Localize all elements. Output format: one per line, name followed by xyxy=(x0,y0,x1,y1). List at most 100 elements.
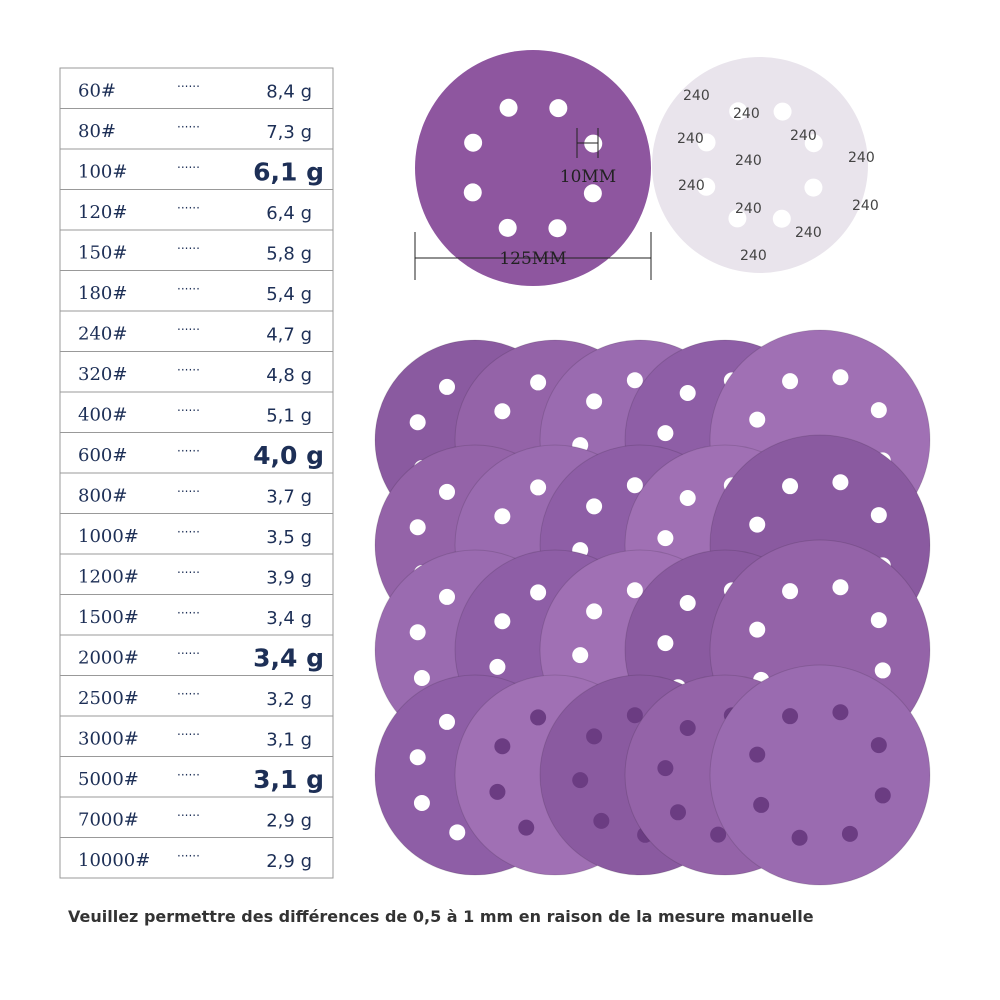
hole xyxy=(874,787,891,804)
hole xyxy=(773,102,792,121)
hole xyxy=(749,411,766,428)
hole xyxy=(841,825,858,842)
hole xyxy=(530,374,547,391)
back-print: 240 xyxy=(678,178,705,194)
grit: 2000# xyxy=(78,647,139,668)
weight: 3,9 g xyxy=(266,567,312,588)
dots: ······ xyxy=(177,363,200,377)
hole xyxy=(782,708,799,725)
hole xyxy=(657,760,674,777)
grit: 400# xyxy=(78,404,127,425)
hole xyxy=(710,826,727,843)
hole xyxy=(572,647,589,664)
hole xyxy=(670,804,687,821)
back-print: 240 xyxy=(848,150,875,166)
hole xyxy=(413,669,430,686)
hole xyxy=(782,583,799,600)
grit: 1000# xyxy=(78,526,139,547)
hole xyxy=(832,474,849,491)
dots: ······ xyxy=(177,525,200,539)
disc-front xyxy=(415,50,651,286)
weight: 3,4 g xyxy=(253,643,324,672)
hole xyxy=(626,372,643,389)
grit: 1500# xyxy=(78,607,139,628)
hole xyxy=(413,794,430,811)
grit: 5000# xyxy=(78,769,139,790)
grit: 150# xyxy=(78,242,127,263)
grit: 100# xyxy=(78,161,127,182)
weight: 7,3 g xyxy=(266,122,312,143)
grit: 180# xyxy=(78,283,127,304)
hole xyxy=(439,483,456,500)
hole xyxy=(548,219,567,238)
hole xyxy=(657,635,674,652)
hole xyxy=(530,584,547,601)
weight: 4,8 g xyxy=(266,365,312,386)
hole xyxy=(626,582,643,599)
weight: 3,4 g xyxy=(266,608,312,629)
hole xyxy=(749,516,766,533)
hole xyxy=(697,177,716,196)
weight: 2,9 g xyxy=(266,851,312,872)
hole xyxy=(832,369,849,386)
hole xyxy=(572,772,589,789)
hole xyxy=(870,737,887,754)
grit: 120# xyxy=(78,202,127,223)
dots: ······ xyxy=(177,79,200,93)
hole xyxy=(657,530,674,547)
dots: ······ xyxy=(177,565,200,579)
weight: 3,1 g xyxy=(266,729,312,750)
sanding-disc xyxy=(709,664,931,886)
grit: 60# xyxy=(78,80,116,101)
dots: ······ xyxy=(177,282,200,296)
hole xyxy=(494,613,511,630)
back-print: 240 xyxy=(733,106,760,122)
back-print: 240 xyxy=(795,225,822,241)
hole xyxy=(409,749,426,766)
dots: ······ xyxy=(177,808,200,822)
back-print: 240 xyxy=(735,201,762,217)
weight: 2,9 g xyxy=(266,810,312,831)
weight: 4,0 g xyxy=(253,441,324,470)
grit: 7000# xyxy=(78,809,139,830)
dots: ······ xyxy=(177,444,200,458)
diameter: 125MM xyxy=(499,249,566,269)
dots: ······ xyxy=(177,484,200,498)
hole xyxy=(586,498,603,515)
weight: 3,7 g xyxy=(266,486,312,507)
hole xyxy=(697,133,716,152)
hole xyxy=(657,425,674,442)
grit: 240# xyxy=(78,323,127,344)
back-print: 240 xyxy=(677,131,704,147)
hole xyxy=(870,402,887,419)
hole xyxy=(782,478,799,495)
hole xyxy=(679,720,696,737)
hole xyxy=(489,783,506,800)
hole xyxy=(729,102,748,121)
dots: ······ xyxy=(177,201,200,215)
hole xyxy=(791,829,808,846)
weight: 3,5 g xyxy=(266,527,312,548)
hole xyxy=(782,373,799,390)
hole xyxy=(549,99,568,118)
hole xyxy=(753,796,770,813)
dots: ······ xyxy=(177,768,200,782)
dots: ······ xyxy=(177,646,200,660)
hole xyxy=(679,385,696,402)
grit: 800# xyxy=(78,485,127,506)
hole xyxy=(530,479,547,496)
hole xyxy=(586,393,603,410)
back-print: 240 xyxy=(790,128,817,144)
dots: ······ xyxy=(177,727,200,741)
hole xyxy=(439,588,456,605)
hole xyxy=(586,728,603,745)
hole xyxy=(489,658,506,675)
weight: 8,4 g xyxy=(266,81,312,102)
dots: ······ xyxy=(177,687,200,701)
hole xyxy=(749,621,766,638)
grit: 600# xyxy=(78,445,127,466)
back-print: 240 xyxy=(740,248,767,264)
hole xyxy=(728,209,747,228)
dots: ······ xyxy=(177,160,200,174)
